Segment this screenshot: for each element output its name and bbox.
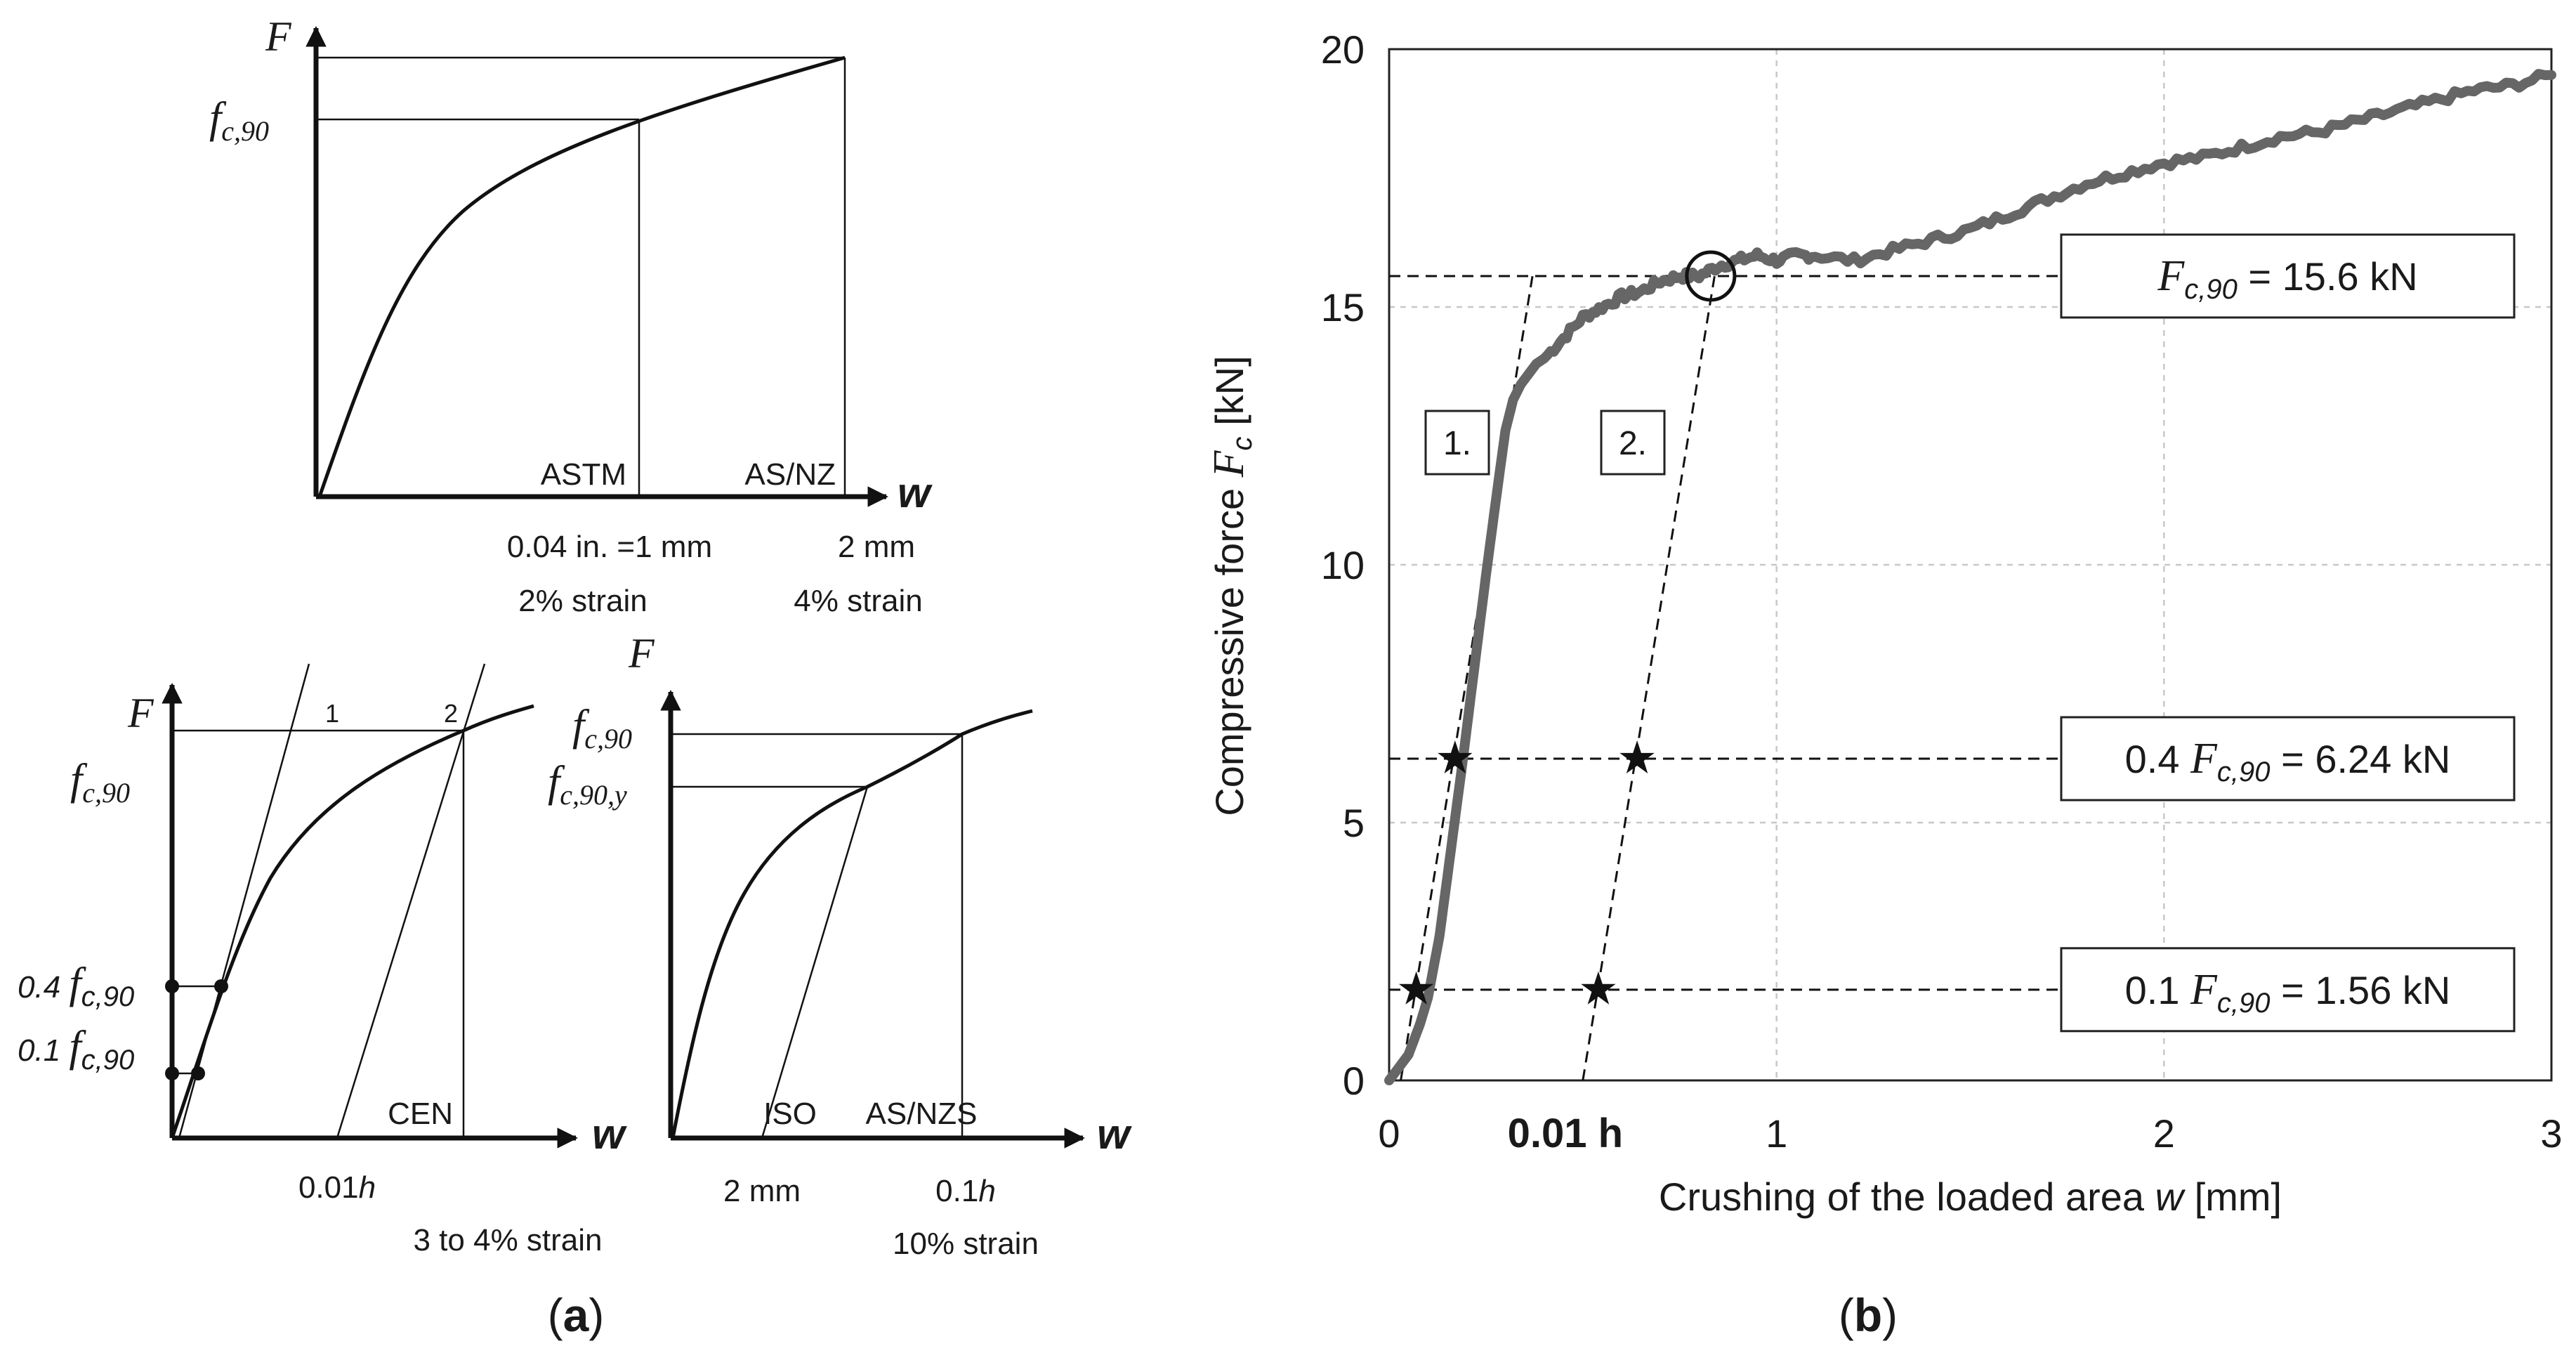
star-point-2 — [1438, 740, 1473, 773]
top-load-curve — [317, 55, 846, 497]
iso-asnzs-label: AS/NZS — [866, 1097, 978, 1131]
chart-annotations — [1389, 275, 2058, 1081]
iso-tick-01h: 0.1h — [935, 1174, 996, 1208]
value-label-fc01: 0.1 Fc,90 = 1.56 kN — [2125, 966, 2451, 1019]
iso-fc90-label: fc,90 — [572, 702, 632, 754]
panel-a-caption-letter: a — [563, 1289, 590, 1341]
value-box-fc90 — [2060, 233, 2516, 319]
x-tick-label-001h: 0.01 h — [1508, 1111, 1623, 1156]
top-tick-left: 0.04 in. =1 mm — [507, 530, 712, 564]
x-tick-label-2: 2 — [2153, 1111, 2175, 1156]
secant-label-1: 1. — [1443, 425, 1471, 462]
panel-b-chart: 1. 2. Fc,90 = 15.6 kN 0.4 Fc,90 = 6.24 kN 0.… — [1205, 27, 2563, 1219]
panel-a-cen-diagram: F fc,90 0.4 fc,90 0.1 fc,90 1 2 CEN w 0.… — [18, 663, 627, 1257]
value-box-fc04 — [2060, 716, 2516, 802]
top-y-axis-label: F — [265, 13, 292, 60]
y-tick-label-5: 5 — [1343, 801, 1365, 845]
y-axis-label: Compressive force Fc [kN] — [1205, 355, 1258, 816]
y-tick-label-10: 10 — [1321, 543, 1365, 587]
x-tick-label-1: 1 — [1766, 1111, 1787, 1156]
panel-a-top-diagram: F fc,90 w ASTM AS/NZ 0.04 in. =1 mm 2% s… — [209, 13, 933, 618]
iso-load-curve — [671, 709, 1033, 1139]
top-astm-label: ASTM — [541, 457, 626, 492]
x-axis-label: Crushing of the loaded area w [mm] — [1659, 1175, 2282, 1219]
cen-load-curve — [170, 704, 534, 1139]
chart-ticks: 0 5 10 15 20 0 1 2 3 0.01 h — [1321, 27, 2563, 1156]
value-label-fc90: Fc,90 = 15.6 kN — [2157, 252, 2417, 305]
fc90-marker-circle — [1685, 250, 1737, 302]
top-asnz-label: AS/NZ — [744, 457, 836, 492]
top-tick-right: 2 mm — [838, 530, 915, 564]
cen-dot-04-curve — [214, 979, 228, 993]
top-tick-left-strain: 2% strain — [518, 584, 647, 618]
value-box-fc01 — [2060, 947, 2516, 1033]
chart-grid — [1388, 48, 2553, 1082]
cen-line-2-label: 2 — [444, 699, 458, 728]
panel-a-caption: (a) — [548, 1289, 605, 1341]
cen-dot-04-axis — [165, 979, 179, 993]
y-tick-label-15: 15 — [1321, 285, 1365, 329]
secant-label-box-2 — [1600, 410, 1666, 476]
cen-secant-2 — [336, 663, 486, 1139]
top-tick-right-strain: 4% strain — [794, 584, 922, 618]
top-x-axis-label: w — [898, 469, 933, 516]
plot-frame — [1388, 48, 2553, 1082]
cen-strain-label: 3 to 4% strain — [413, 1223, 602, 1257]
x-tick-label-0: 0 — [1378, 1111, 1400, 1156]
star-point-3 — [1581, 971, 1616, 1005]
iso-secant — [761, 786, 869, 1139]
value-label-fc04: 0.4 Fc,90 = 6.24 kN — [2125, 735, 2451, 787]
star-point-1 — [1398, 971, 1434, 1005]
cen-dot-01-curve — [191, 1066, 205, 1080]
iso-label: ISO — [763, 1097, 817, 1131]
chart-series — [1384, 69, 2556, 1085]
iso-x-axis-label: w — [1097, 1111, 1132, 1158]
top-fc90-label: fc,90 — [209, 94, 269, 147]
secant-line-2 — [1582, 275, 1716, 1081]
panel-b-caption-letter: b — [1854, 1289, 1882, 1341]
cen-f01-label: 0.1 fc,90 — [18, 1023, 134, 1075]
cen-label: CEN — [388, 1097, 453, 1131]
x-tick-label-3: 3 — [2540, 1111, 2562, 1156]
cen-x-axis-label: w — [592, 1111, 627, 1158]
series-line — [1384, 69, 2556, 1085]
panel-b-caption: (b) — [1839, 1289, 1898, 1341]
cen-y-axis-label: F — [127, 690, 155, 736]
cen-line-1-label: 1 — [325, 699, 339, 728]
cen-secant-1 — [178, 663, 310, 1139]
iso-y-axis-label: F — [628, 630, 655, 676]
cen-tick-01h: 0.01h — [298, 1170, 376, 1205]
secant-label-2: 2. — [1619, 425, 1647, 462]
iso-strain-label: 10% strain — [893, 1227, 1039, 1261]
chart-value-boxes: 1. 2. Fc,90 = 15.6 kN 0.4 Fc,90 = 6.24 kN 0.… — [1424, 233, 2516, 1033]
star-point-4 — [1619, 740, 1655, 773]
panel-a-iso-diagram: F fc,90 fc,90,y ISO AS/NZS w 2 mm 0.1h 1… — [548, 630, 1132, 1261]
secant-label-box-1 — [1424, 410, 1490, 476]
y-tick-label-20: 20 — [1321, 27, 1365, 72]
cen-f04-label: 0.4 fc,90 — [18, 960, 134, 1012]
iso-tick-2mm: 2 mm — [723, 1174, 801, 1208]
iso-fc90y-label: fc,90,y — [548, 758, 627, 811]
y-tick-label-0: 0 — [1343, 1059, 1365, 1103]
chart-stars — [1398, 740, 1655, 1005]
cen-fc90-label: fc,90 — [70, 756, 130, 809]
cen-dot-01-axis — [165, 1066, 179, 1080]
